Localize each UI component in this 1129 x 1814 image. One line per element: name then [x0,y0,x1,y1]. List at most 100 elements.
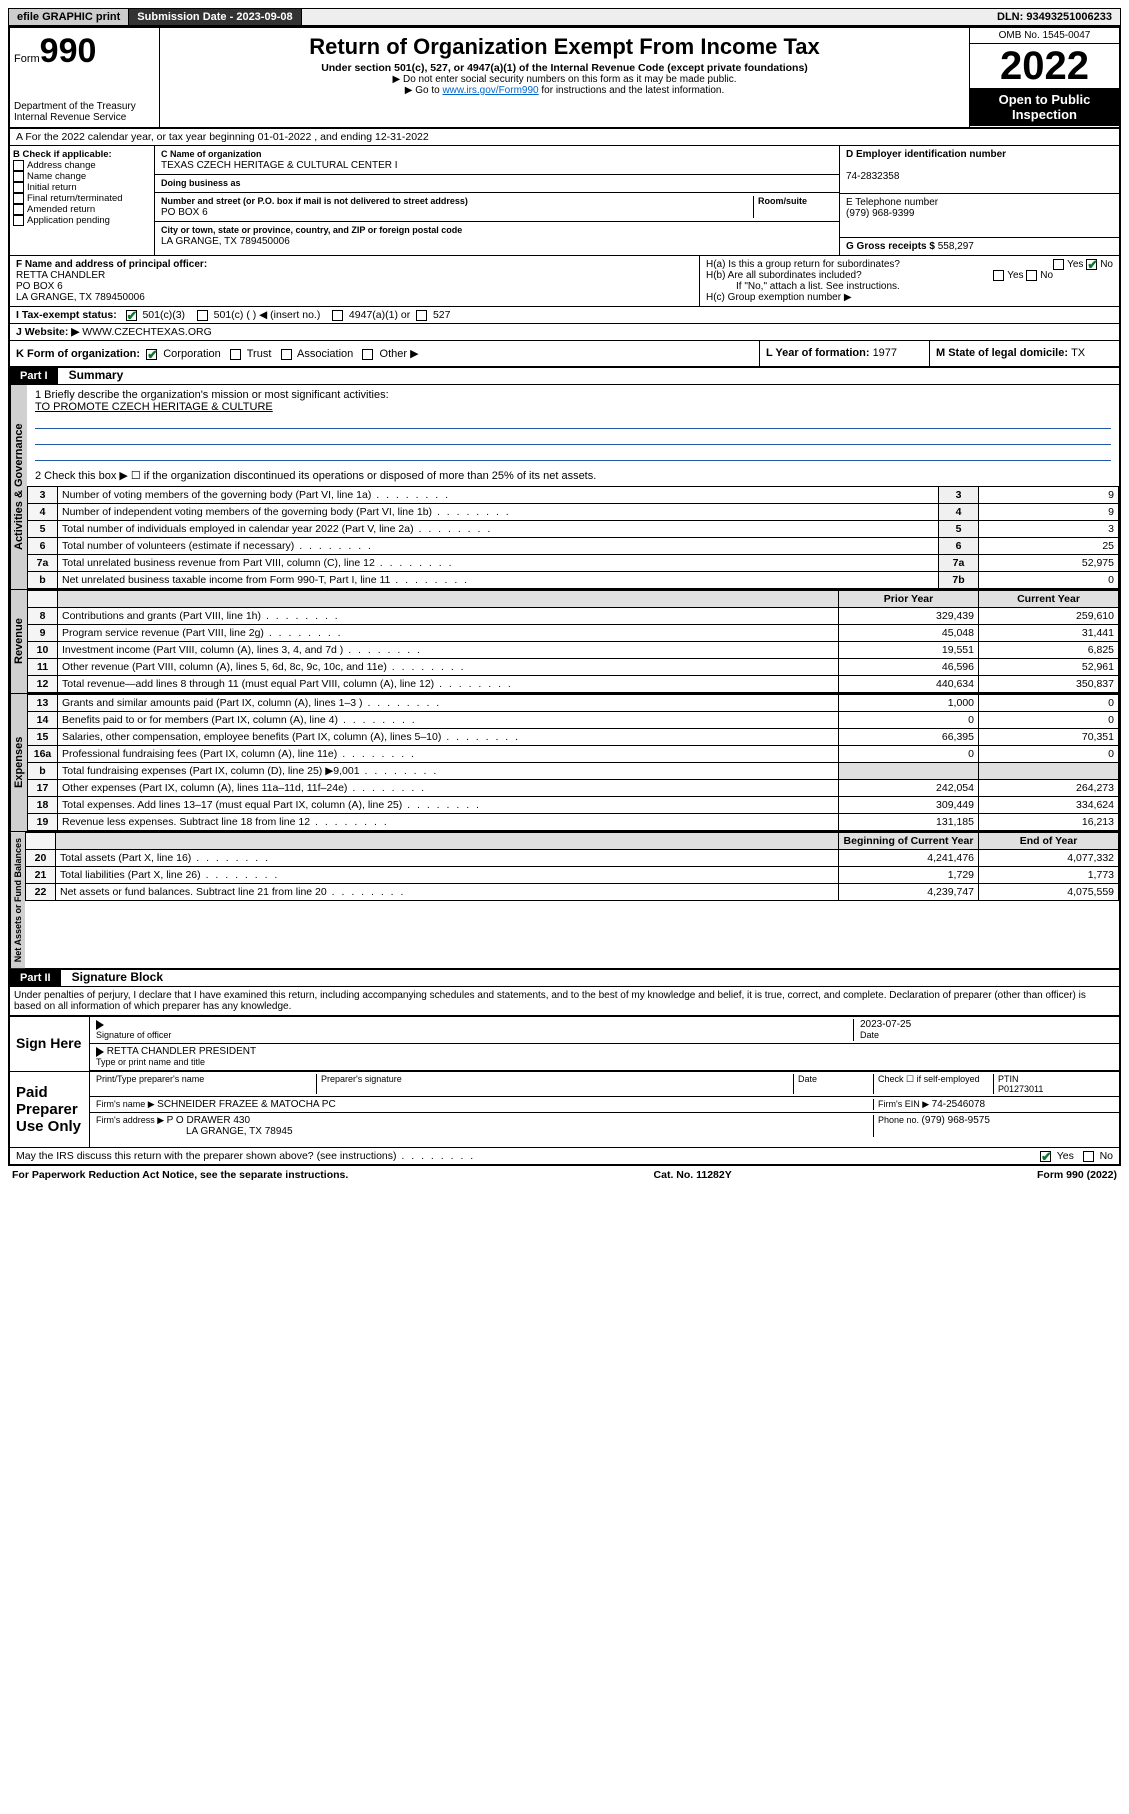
table-row: 7aTotal unrelated business revenue from … [28,555,1119,572]
table-row: 3Number of voting members of the governi… [28,487,1119,504]
blank [58,591,839,608]
cb-trust[interactable] [230,349,241,360]
footer: For Paperwork Reduction Act Notice, see … [8,1166,1121,1184]
firm-addr-cell: Firm's address ▶ P O DRAWER 430 LA GRANG… [96,1115,873,1137]
discuss-no: No [1100,1150,1113,1162]
hb-note: If "No," attach a list. See instructions… [706,281,1113,292]
city-label: City or town, state or province, country… [161,225,462,235]
table-row: 10Investment income (Part VIII, column (… [28,642,1119,659]
officer-name: RETTA CHANDLER [16,270,105,281]
cb-assoc[interactable] [281,349,292,360]
table-row: bNet unrelated business taxable income f… [28,572,1119,589]
tab-netassets: Net Assets or Fund Balances [10,832,25,968]
cb-other[interactable] [362,349,373,360]
firm-name-cell: Firm's name ▶ SCHNEIDER FRAZEE & MATOCHA… [96,1099,873,1110]
org-name: TEXAS CZECH HERITAGE & CULTURAL CENTER I [161,160,398,171]
firm-name-label: Firm's name ▶ [96,1099,157,1109]
expenses-section: Expenses 13Grants and similar amounts pa… [10,694,1119,832]
date-label: Date [860,1030,879,1040]
discuss-label: May the IRS discuss this return with the… [16,1150,475,1162]
l-label: L Year of formation: [766,347,873,359]
subtitle-3: ▶ Go to www.irs.gov/Form990 for instruct… [164,85,965,96]
cb-final-return[interactable] [13,193,24,204]
phone-value: (979) 968-9399 [846,208,914,219]
cb-corp[interactable] [146,349,157,360]
cb-discuss-yes[interactable] [1040,1151,1051,1162]
footer-right: Form 990 (2022) [1037,1169,1117,1181]
cb-ha-yes[interactable] [1053,259,1064,270]
subtitle-2: ▶ Do not enter social security numbers o… [164,74,965,85]
addr-label: Number and street (or P.O. box if mail i… [161,196,468,206]
firm-ein-cell: Firm's EIN ▶ 74-2546078 [873,1099,1113,1110]
opt-address-change: Address change [27,160,96,171]
cb-discuss-no[interactable] [1083,1151,1094,1162]
room-label: Room/suite [758,196,807,206]
gross-label: G Gross receipts $ [846,241,938,252]
part1-badge: Part I [10,368,58,384]
sig-date-cell: 2023-07-25 Date [853,1019,1113,1041]
hb-no: No [1040,270,1053,281]
i-label: I Tax-exempt status: [16,309,117,321]
cb-hb-yes[interactable] [993,270,1004,281]
table-row: 18Total expenses. Add lines 13–17 (must … [28,797,1119,814]
opt-527: 527 [433,309,451,321]
form-header: Form990 Department of the Treasury Inter… [10,28,1119,129]
cb-amended[interactable] [13,204,24,215]
declaration-text: Under penalties of perjury, I declare th… [10,987,1119,1015]
sign-here-label: Sign Here [10,1017,90,1071]
cb-501c[interactable] [197,310,208,321]
header-right: OMB No. 1545-0047 2022 Open to Public In… [969,28,1119,127]
cb-initial-return[interactable] [13,182,24,193]
m-label: M State of legal domicile: [936,347,1071,359]
q2-label: 2 Check this box ▶ ☐ if the organization… [35,469,1111,482]
cb-hb-no[interactable] [1026,270,1037,281]
section-deg: D Employer identification number 74-2832… [839,146,1119,255]
mission-block: 1 Briefly describe the organization's mi… [27,385,1119,486]
opt-initial-return: Initial return [27,182,77,193]
hb-label: H(b) Are all subordinates included? [706,270,862,281]
open-inspection: Open to Public Inspection [970,88,1119,126]
cb-527[interactable] [416,310,427,321]
mission-line [35,431,1111,445]
prep-date-label: Date [793,1074,873,1094]
sig-officer-cell: Signature of officer [96,1019,853,1041]
ptin-label: PTIN [998,1074,1019,1084]
firm-addr1: P O DRAWER 430 [167,1115,250,1126]
opt-4947: 4947(a)(1) or [349,309,410,321]
cb-501c3[interactable] [126,310,137,321]
cb-4947[interactable] [332,310,343,321]
opt-trust: Trust [247,348,272,360]
f-label: F Name and address of principal officer: [16,259,207,270]
year-formation: 1977 [873,347,897,359]
firm-ein-label: Firm's EIN ▶ [878,1099,932,1109]
irs-link[interactable]: www.irs.gov/Form990 [442,85,538,96]
section-l: L Year of formation: 1977 [759,341,929,366]
cb-app-pending[interactable] [13,215,24,226]
opt-501c: 501(c) ( ) ◀ (insert no.) [214,309,321,321]
section-bcdeg: B Check if applicable: Address change Na… [10,146,1119,256]
hc-label: H(c) Group exemption number ▶ [706,292,1113,303]
part2-badge: Part II [10,970,61,986]
table-row: 14Benefits paid to or for members (Part … [28,712,1119,729]
cb-ha-no[interactable] [1086,259,1097,270]
part2-title: Signature Block [64,968,171,986]
tab-activities: Activities & Governance [10,385,27,589]
c-name-label: C Name of organization [161,149,262,159]
subtitle-1: Under section 501(c), 527, or 4947(a)(1)… [164,62,965,74]
table-row: 21Total liabilities (Part X, line 26)1,7… [26,867,1119,884]
efile-print-button[interactable]: efile GRAPHIC print [9,9,129,25]
ha-label: H(a) Is this a group return for subordin… [706,259,900,270]
dln-value: 93493251006233 [1026,11,1112,23]
cb-name-change[interactable] [13,171,24,182]
gross-value: 558,297 [938,241,974,252]
section-fh: F Name and address of principal officer:… [10,256,1119,307]
q1-label: 1 Briefly describe the organization's mi… [35,389,1111,401]
phone-label: E Telephone number [846,197,938,208]
tab-revenue: Revenue [10,590,27,693]
table-row: 12Total revenue—add lines 8 through 11 (… [28,676,1119,693]
line-a-tax-year: A For the 2022 calendar year, or tax yea… [10,129,1119,146]
officer-addr1: PO BOX 6 [16,281,63,292]
ein-label: D Employer identification number [846,149,1006,160]
cb-address-change[interactable] [13,160,24,171]
subdate-value: 2023-09-08 [236,11,292,23]
